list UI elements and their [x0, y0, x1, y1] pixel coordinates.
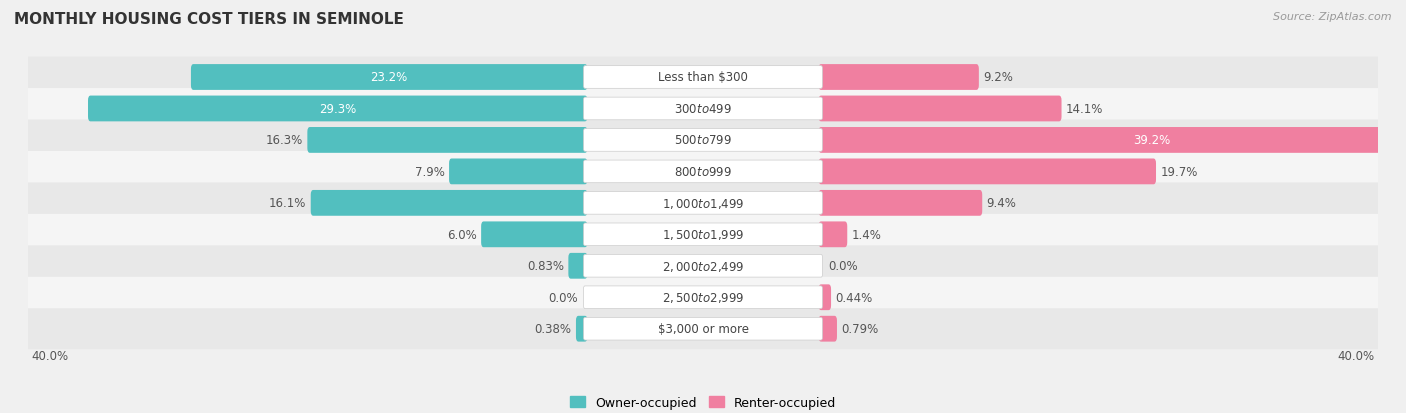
Text: 0.38%: 0.38%: [534, 323, 572, 335]
Text: 6.0%: 6.0%: [447, 228, 477, 241]
Text: 16.3%: 16.3%: [266, 134, 304, 147]
Text: 16.1%: 16.1%: [269, 197, 307, 210]
Text: 9.4%: 9.4%: [987, 197, 1017, 210]
Text: Source: ZipAtlas.com: Source: ZipAtlas.com: [1274, 12, 1392, 22]
FancyBboxPatch shape: [583, 318, 823, 340]
Text: $3,000 or more: $3,000 or more: [658, 323, 748, 335]
Text: $2,000 to $2,499: $2,000 to $2,499: [662, 259, 744, 273]
FancyBboxPatch shape: [583, 286, 823, 309]
Text: 19.7%: 19.7%: [1160, 166, 1198, 178]
FancyBboxPatch shape: [22, 152, 1384, 192]
Text: 29.3%: 29.3%: [319, 103, 356, 116]
FancyBboxPatch shape: [583, 129, 823, 152]
FancyBboxPatch shape: [576, 316, 588, 342]
FancyBboxPatch shape: [22, 89, 1384, 130]
FancyBboxPatch shape: [568, 253, 588, 279]
Text: 0.79%: 0.79%: [841, 323, 879, 335]
FancyBboxPatch shape: [311, 190, 588, 216]
FancyBboxPatch shape: [583, 223, 823, 246]
Text: $500 to $799: $500 to $799: [673, 134, 733, 147]
FancyBboxPatch shape: [818, 159, 1156, 185]
Text: 0.0%: 0.0%: [828, 260, 858, 273]
Text: 39.2%: 39.2%: [1133, 134, 1170, 147]
Text: 1.4%: 1.4%: [852, 228, 882, 241]
Legend: Owner-occupied, Renter-occupied: Owner-occupied, Renter-occupied: [565, 391, 841, 413]
Text: Less than $300: Less than $300: [658, 71, 748, 84]
FancyBboxPatch shape: [22, 277, 1384, 318]
FancyBboxPatch shape: [22, 246, 1384, 287]
FancyBboxPatch shape: [818, 128, 1406, 154]
Text: $800 to $999: $800 to $999: [673, 166, 733, 178]
FancyBboxPatch shape: [449, 159, 588, 185]
Text: 23.2%: 23.2%: [371, 71, 408, 84]
Text: 9.2%: 9.2%: [983, 71, 1012, 84]
FancyBboxPatch shape: [583, 66, 823, 89]
FancyBboxPatch shape: [481, 222, 588, 248]
FancyBboxPatch shape: [818, 285, 831, 311]
FancyBboxPatch shape: [191, 65, 588, 91]
FancyBboxPatch shape: [583, 161, 823, 183]
Text: MONTHLY HOUSING COST TIERS IN SEMINOLE: MONTHLY HOUSING COST TIERS IN SEMINOLE: [14, 12, 404, 27]
Text: 0.44%: 0.44%: [835, 291, 873, 304]
Text: 0.0%: 0.0%: [548, 291, 578, 304]
FancyBboxPatch shape: [583, 255, 823, 278]
FancyBboxPatch shape: [818, 190, 983, 216]
Text: 14.1%: 14.1%: [1066, 103, 1104, 116]
Text: $300 to $499: $300 to $499: [673, 103, 733, 116]
FancyBboxPatch shape: [818, 65, 979, 91]
Text: $1,000 to $1,499: $1,000 to $1,499: [662, 196, 744, 210]
Text: $2,500 to $2,999: $2,500 to $2,999: [662, 290, 744, 304]
Text: 7.9%: 7.9%: [415, 166, 444, 178]
Text: 40.0%: 40.0%: [31, 349, 69, 362]
FancyBboxPatch shape: [818, 222, 848, 248]
Text: 0.83%: 0.83%: [527, 260, 564, 273]
FancyBboxPatch shape: [583, 98, 823, 121]
Text: 40.0%: 40.0%: [1337, 349, 1375, 362]
FancyBboxPatch shape: [308, 128, 588, 154]
FancyBboxPatch shape: [89, 96, 588, 122]
FancyBboxPatch shape: [22, 120, 1384, 161]
Text: $1,500 to $1,999: $1,500 to $1,999: [662, 228, 744, 242]
FancyBboxPatch shape: [22, 309, 1384, 349]
FancyBboxPatch shape: [22, 57, 1384, 98]
FancyBboxPatch shape: [22, 214, 1384, 255]
FancyBboxPatch shape: [583, 192, 823, 215]
FancyBboxPatch shape: [818, 96, 1062, 122]
FancyBboxPatch shape: [22, 183, 1384, 224]
FancyBboxPatch shape: [818, 316, 837, 342]
